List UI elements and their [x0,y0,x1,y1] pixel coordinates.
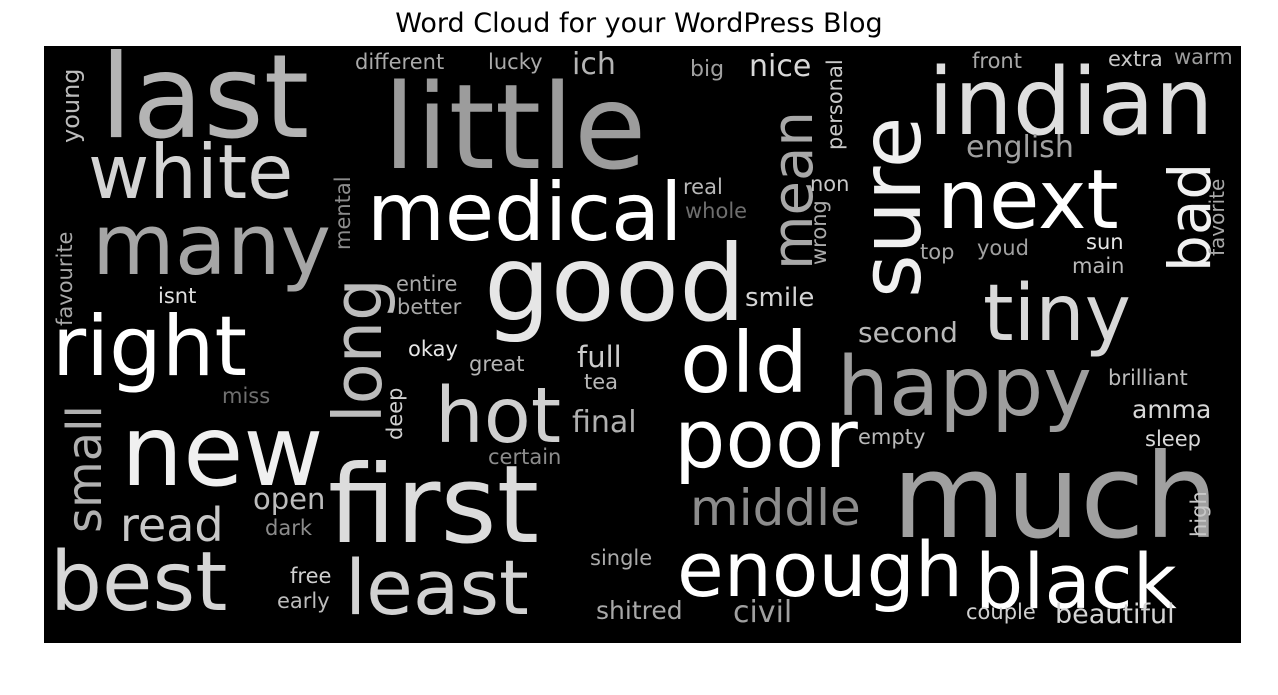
word-nice: nice [749,49,811,84]
word-favorite: favorite [1205,179,1229,256]
word-second: second [858,316,958,349]
word-isnt: isnt [158,284,196,308]
word-middle: middle [690,479,861,537]
chart-title: Word Cloud for your WordPress Blog [395,8,883,39]
word-english: english [966,130,1074,165]
word-last: last [100,30,309,165]
word-main: main [1072,254,1124,278]
word-top: top [920,240,954,264]
word-beautiful: beautiful [1055,599,1175,630]
word-small: small [57,405,113,533]
word-smile: smile [745,283,814,313]
word-single: single [590,546,652,570]
word-better: better [397,295,462,319]
word-empty: empty [858,425,925,449]
word-amma: amma [1132,395,1211,424]
word-different: different [355,50,444,74]
word-front: front [972,49,1022,73]
word-early: early [277,589,330,613]
word-least: least [345,543,529,632]
word-full: full [577,340,622,374]
word-okay: okay [408,337,458,361]
word-civil: civil [733,595,792,630]
word-personal: personal [823,59,847,150]
word-read: read [120,498,224,552]
word-mental: mental [331,176,355,250]
word-open: open [253,482,325,516]
word-high: high [1187,491,1211,537]
word-hot: hot [435,372,561,461]
word-youd: youd [977,236,1029,260]
word-white: white [88,128,293,216]
word-final: final [572,405,637,440]
word-tea: tea [584,370,618,394]
word-first: first [328,443,539,568]
word-shitred: shitred [596,596,683,625]
word-miss: miss [222,384,270,408]
word-brilliant: brilliant [1108,366,1188,390]
word-best: best [50,535,227,630]
word-black: black [975,537,1177,626]
word-sure: sure [842,117,940,298]
word-couple: couple [966,600,1036,624]
word-good: good [484,223,746,345]
word-sleep: sleep [1145,427,1201,451]
word-dark: dark [265,516,313,540]
word-little: little [383,58,646,196]
word-entire: entire [396,272,457,296]
word-great: great [469,352,525,376]
word-new: new [121,395,324,509]
word-real: real [683,175,723,199]
word-free: free [290,564,331,588]
word-wrong: wrong [807,200,831,265]
word-indian: indian [928,48,1214,156]
word-enough: enough [677,525,963,614]
word-poor: poor [674,393,859,487]
word-long: long [319,278,397,423]
word-favourite: favourite [53,232,77,326]
word-sun: sun [1086,230,1124,254]
word-many: many [92,196,331,295]
word-lucky: lucky [488,50,543,74]
word-young: young [57,68,85,143]
word-bad: bad [1156,163,1224,272]
word-next: next [937,153,1119,248]
word-whole: whole [685,199,747,223]
word-warm: warm [1174,45,1233,69]
word-old: old [680,314,808,412]
word-medical: medical [367,166,682,259]
word-ich: ich [572,47,616,82]
word-extra: extra [1108,47,1163,71]
word-much: much [892,428,1219,565]
word-happy: happy [837,340,1092,435]
word-non: non [810,172,849,196]
word-big: big [690,57,724,82]
word-tiny: tiny [983,269,1131,359]
cloud-background [44,46,1241,643]
word-mean: mean [761,111,826,270]
word-deep: deep [383,388,407,441]
word-right: right [52,298,247,395]
word-certain: certain [488,445,561,469]
